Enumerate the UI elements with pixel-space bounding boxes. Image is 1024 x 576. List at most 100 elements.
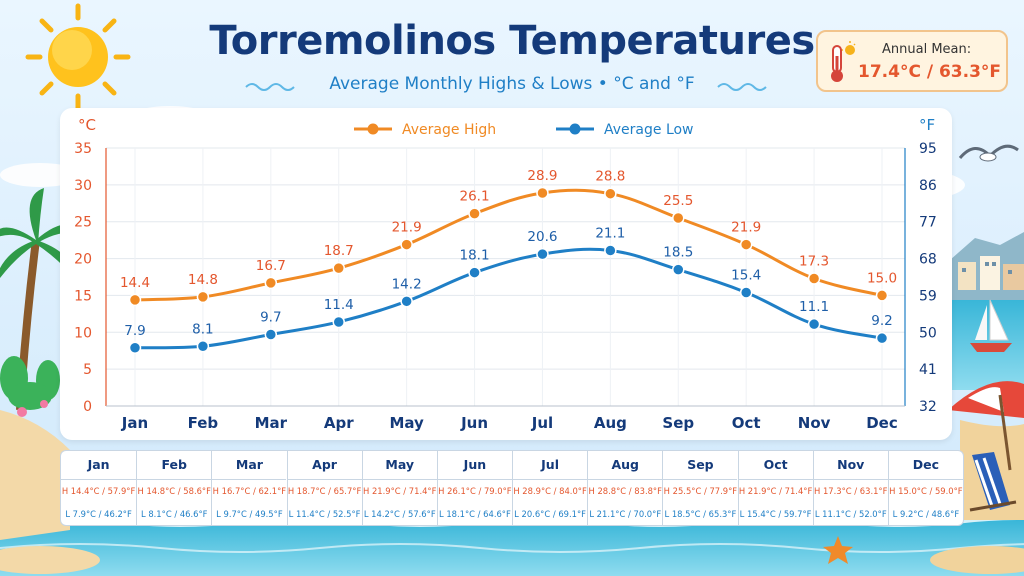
x-tick-label: Aug xyxy=(594,414,627,432)
x-tick-label: May xyxy=(389,414,424,432)
palm-tree-icon xyxy=(0,188,92,417)
table-low-cell: L 21.1°C / 70.0°F xyxy=(589,509,662,519)
table-high-cell: H 25.5°C / 77.9°F xyxy=(663,486,738,496)
y-tick-right-label: 50 xyxy=(919,325,937,341)
data-label-low: 21.1 xyxy=(595,225,625,241)
table-month-header: Jun xyxy=(437,451,512,480)
data-point-low xyxy=(807,317,821,331)
data-point-low xyxy=(672,263,685,276)
table-high-cell: H 15.0°C / 59.0°F xyxy=(889,486,963,496)
data-point-low xyxy=(468,266,481,279)
data-label-high: 26.1 xyxy=(460,189,490,205)
data-label-low: 11.1 xyxy=(799,299,829,315)
legend-swatch-marker xyxy=(569,123,581,135)
legend-label: Average Low xyxy=(604,122,694,138)
data-label-low: 18.5 xyxy=(663,245,693,261)
data-point-high xyxy=(264,276,278,290)
x-tick-label: Jul xyxy=(531,414,553,432)
table-column-aug: Aug H 28.8°C / 83.8°F L 21.1°C / 70.0°F xyxy=(587,451,663,525)
y-tick-right-label: 59 xyxy=(919,288,937,304)
table-month-header: Nov xyxy=(813,451,888,480)
data-point-high xyxy=(604,187,617,200)
table-column-jul: Jul H 28.9°C / 84.0°F L 20.6°C / 69.1°F xyxy=(512,451,588,525)
legend-label: Average High xyxy=(402,122,496,138)
table-column-jun: Jun H 26.1°C / 79.0°F L 18.1°C / 64.6°F xyxy=(436,451,512,525)
table-low-cell: L 18.5°C / 65.3°F xyxy=(664,509,737,519)
y-tick-left-label: 5 xyxy=(83,362,92,378)
annual-mean-box: Annual Mean: 17.4°C / 63.3°F xyxy=(816,30,1008,92)
seagull-icon xyxy=(958,144,1019,162)
table-month-header: Feb xyxy=(137,451,212,480)
data-point-high xyxy=(807,272,821,285)
data-point-low xyxy=(739,286,753,299)
y-tick-left-label: 35 xyxy=(74,141,92,157)
table-column-dec: Dec H 15.0°C / 59.0°F L 9.2°C / 48.6°F xyxy=(887,451,963,525)
data-label-low: 9.7 xyxy=(260,309,281,325)
table-high-cell: H 26.1°C / 79.0°F xyxy=(438,486,512,496)
table-high-cell: H 14.4°C / 57.9°F xyxy=(61,486,136,496)
y-tick-right-label: 95 xyxy=(919,141,937,157)
table-month-header: Aug xyxy=(588,451,663,480)
table-month-header: Oct xyxy=(738,451,813,480)
y-axis-left-label: °C xyxy=(78,116,96,134)
thermometer-icon xyxy=(831,41,856,82)
monthly-temperature-table: Jan H 14.4°C / 57.9°F L 7.9°C / 46.2°F Feb H… xyxy=(60,450,964,526)
data-point-low xyxy=(264,328,278,341)
x-tick-label: Dec xyxy=(866,414,898,432)
table-column-mar: Mar H 16.7°C / 62.1°F L 9.7°C / 49.5°F xyxy=(211,451,287,525)
table-column-oct: Oct H 21.9°C / 71.4°F L 15.4°C / 59.7°F xyxy=(737,451,813,525)
town-icon xyxy=(950,232,1024,300)
legend-swatch-marker xyxy=(367,123,379,135)
table-month-header: May xyxy=(362,451,437,480)
sun-icon xyxy=(25,3,131,111)
table-column-feb: Feb H 14.8°C / 58.6°F L 8.1°C / 46.6°F xyxy=(136,451,212,525)
table-column-sep: Sep H 25.5°C / 77.9°F L 18.5°C / 65.3°F xyxy=(662,451,738,525)
table-low-cell: L 18.1°C / 64.6°F xyxy=(439,509,511,519)
x-tick-label: Oct xyxy=(732,414,761,432)
table-column-apr: Apr H 18.7°C / 65.7°F L 11.4°C / 52.5°F xyxy=(286,451,362,525)
table-high-cell: H 18.7°C / 65.7°F xyxy=(287,486,362,496)
table-low-cell: L 11.4°C / 52.5°F xyxy=(288,509,361,519)
data-point-high xyxy=(196,290,210,304)
page-subtitle: Average Monthly Highs & Lows • °C and °F xyxy=(329,74,695,94)
data-label-high: 21.9 xyxy=(392,220,422,236)
beach-chair-icon xyxy=(969,452,1017,512)
sailboat-icon xyxy=(970,299,1012,352)
data-label-high: 16.7 xyxy=(256,258,286,274)
table-month-header: Jul xyxy=(513,451,588,480)
x-tick-label: Feb xyxy=(188,414,219,432)
y-tick-left-label: 15 xyxy=(74,288,92,304)
table-high-cell: H 21.9°C / 71.4°F xyxy=(363,486,437,496)
table-month-header: Mar xyxy=(212,451,287,480)
data-point-low xyxy=(332,315,345,329)
data-label-high: 21.9 xyxy=(731,220,761,236)
y-axis-right-label: °F xyxy=(919,116,935,134)
y-tick-right-label: 32 xyxy=(919,399,937,415)
data-label-high: 14.4 xyxy=(120,275,150,291)
temperature-line-chart: 0 32 5 41 10 50 15 59 20 68 25 77 30 86 35 95 °C °F Jan Feb… xyxy=(74,116,937,432)
y-tick-right-label: 86 xyxy=(919,178,937,194)
annual-mean-label: Annual Mean: xyxy=(882,42,972,57)
data-label-low: 9.2 xyxy=(871,313,892,329)
y-tick-left-label: 10 xyxy=(74,325,92,341)
y-tick-left-label: 20 xyxy=(74,252,92,268)
data-label-high: 15.0 xyxy=(867,270,897,286)
y-tick-left-label: 30 xyxy=(74,178,92,194)
data-point-low xyxy=(128,341,142,355)
table-high-cell: H 17.3°C / 63.1°F xyxy=(814,486,888,496)
table-high-cell: H 28.8°C / 83.8°F xyxy=(588,486,662,496)
x-tick-label: Jun xyxy=(460,414,488,432)
table-low-cell: L 11.1°C / 52.0°F xyxy=(814,509,887,519)
x-tick-label: Sep xyxy=(662,414,694,432)
data-label-high: 25.5 xyxy=(663,193,693,209)
data-label-low: 15.4 xyxy=(731,267,761,283)
x-tick-label: Nov xyxy=(798,414,831,432)
table-low-cell: L 14.2°C / 57.6°F xyxy=(363,509,436,519)
series-line-low xyxy=(134,247,883,350)
data-label-high: 18.7 xyxy=(324,243,354,259)
data-point-low xyxy=(400,295,413,308)
table-column-may: May H 21.9°C / 71.4°F L 14.2°C / 57.6°F xyxy=(361,451,437,525)
data-label-high: 28.9 xyxy=(527,168,557,184)
data-point-high xyxy=(128,293,142,307)
data-label-low: 14.2 xyxy=(392,276,422,292)
